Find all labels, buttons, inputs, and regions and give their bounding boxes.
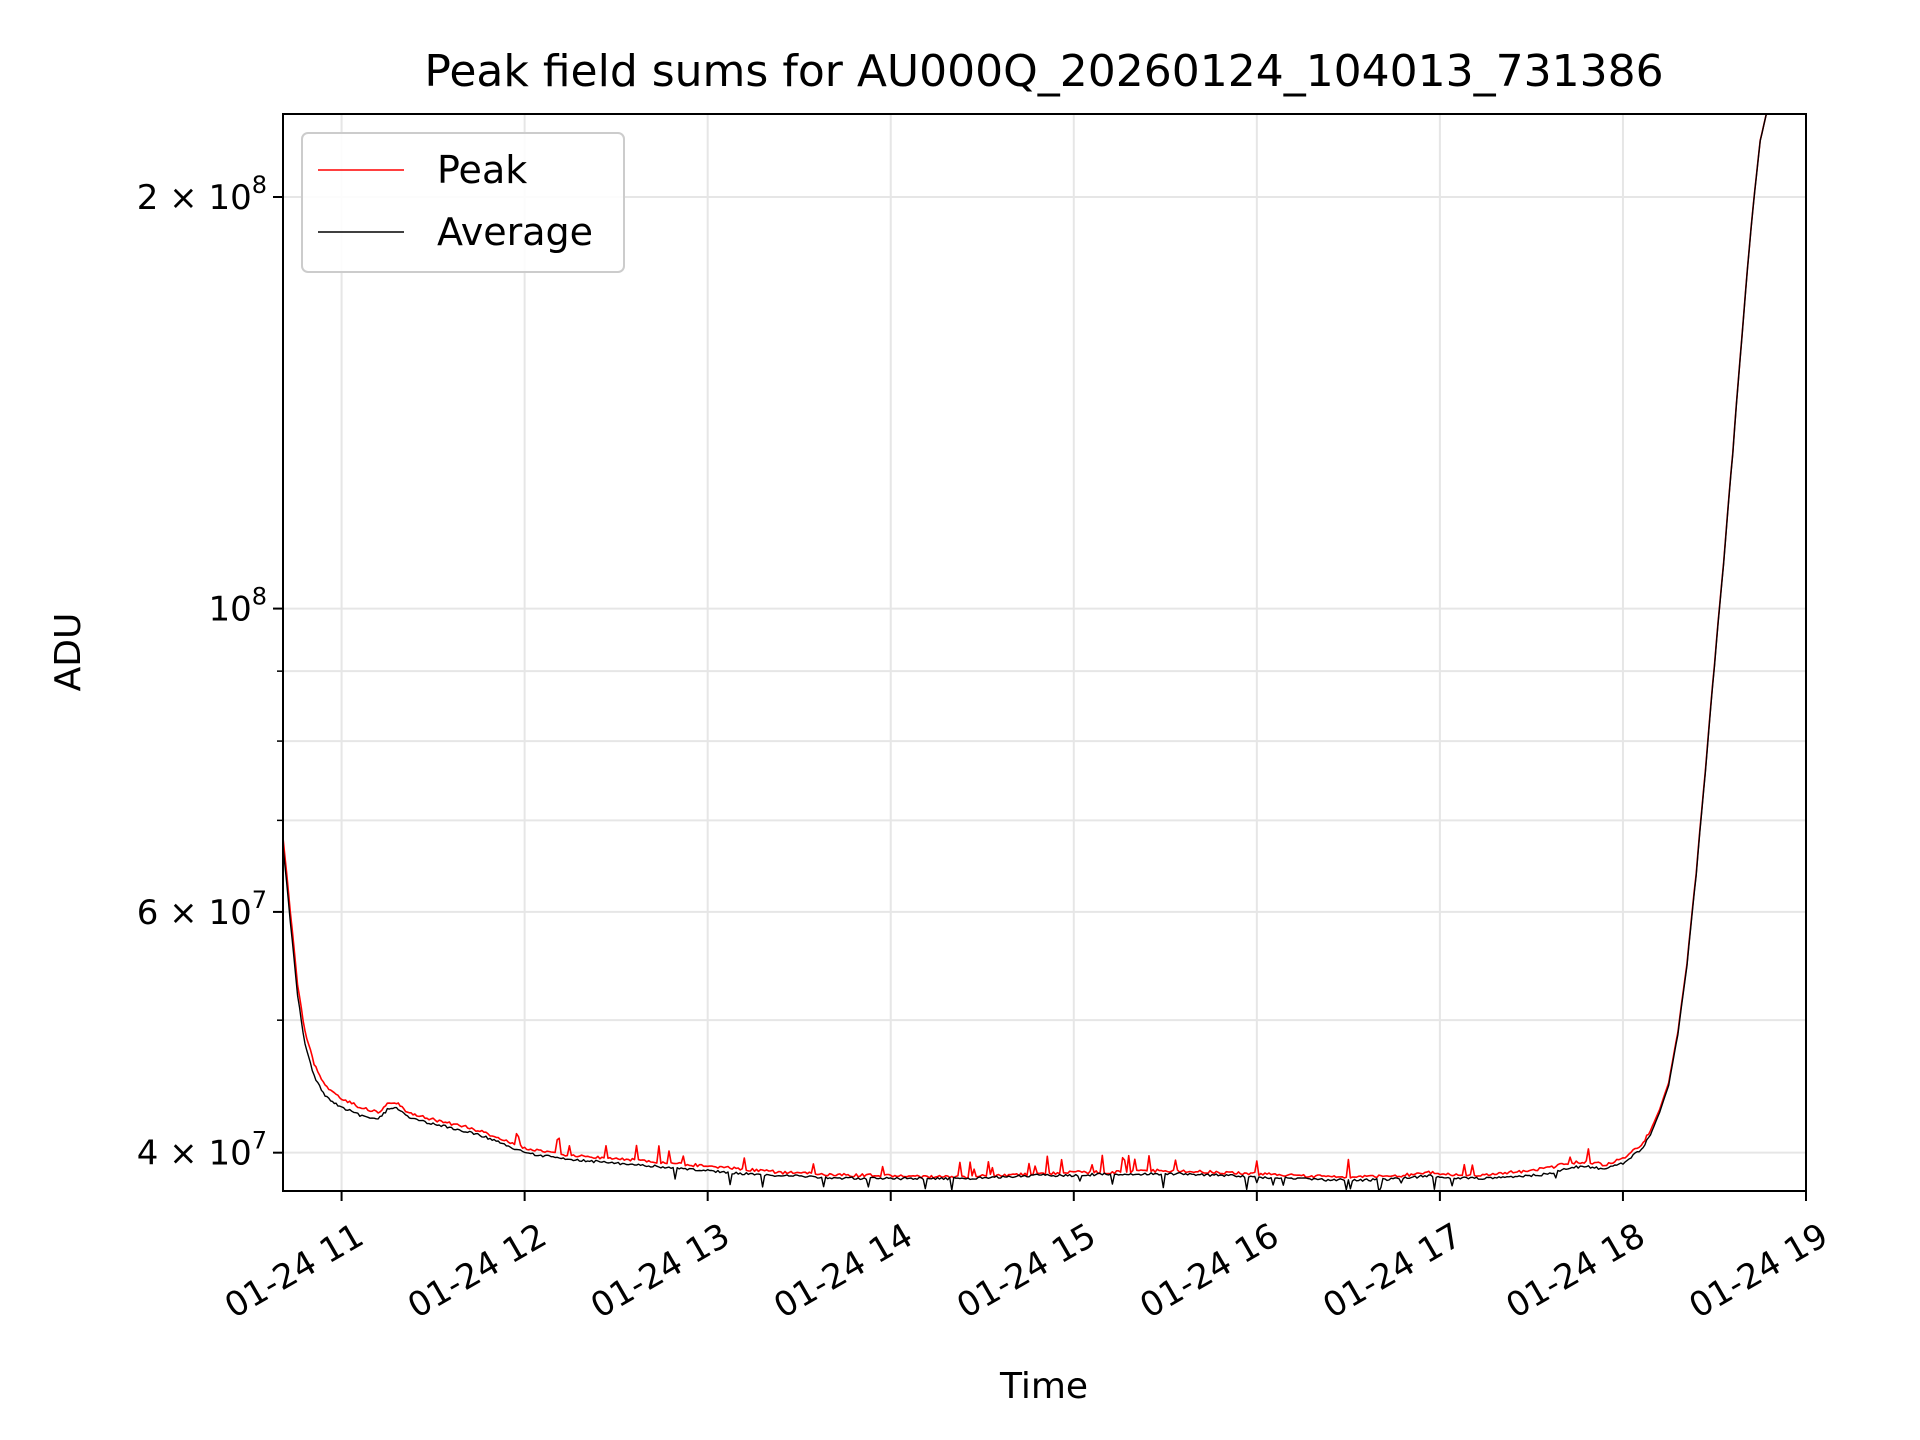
y-tick-label: 2 × 108 [137, 171, 267, 218]
series-line-peak [283, 114, 1768, 1179]
series-layer [283, 114, 1768, 1191]
y-axis: 4 × 107 6 × 107 108 2 × 108 [137, 171, 283, 1174]
legend-label-peak: Peak [437, 148, 527, 192]
legend: Peak Average [301, 132, 625, 273]
x-axis-label: Time [999, 1366, 1088, 1407]
legend-box [301, 132, 625, 273]
y-tick-label: 6 × 107 [137, 886, 267, 933]
y-tick-label: 4 × 107 [137, 1127, 267, 1174]
plot-frame [282, 113, 1807, 1192]
y-tick-label: 108 [208, 583, 267, 630]
y-axis-label: ADU [48, 613, 89, 692]
legend-label-average: Average [437, 210, 593, 254]
chart-title: Peak field sums for AU000Q_20260124_1040… [424, 46, 1663, 97]
series-line-average [283, 114, 1768, 1191]
